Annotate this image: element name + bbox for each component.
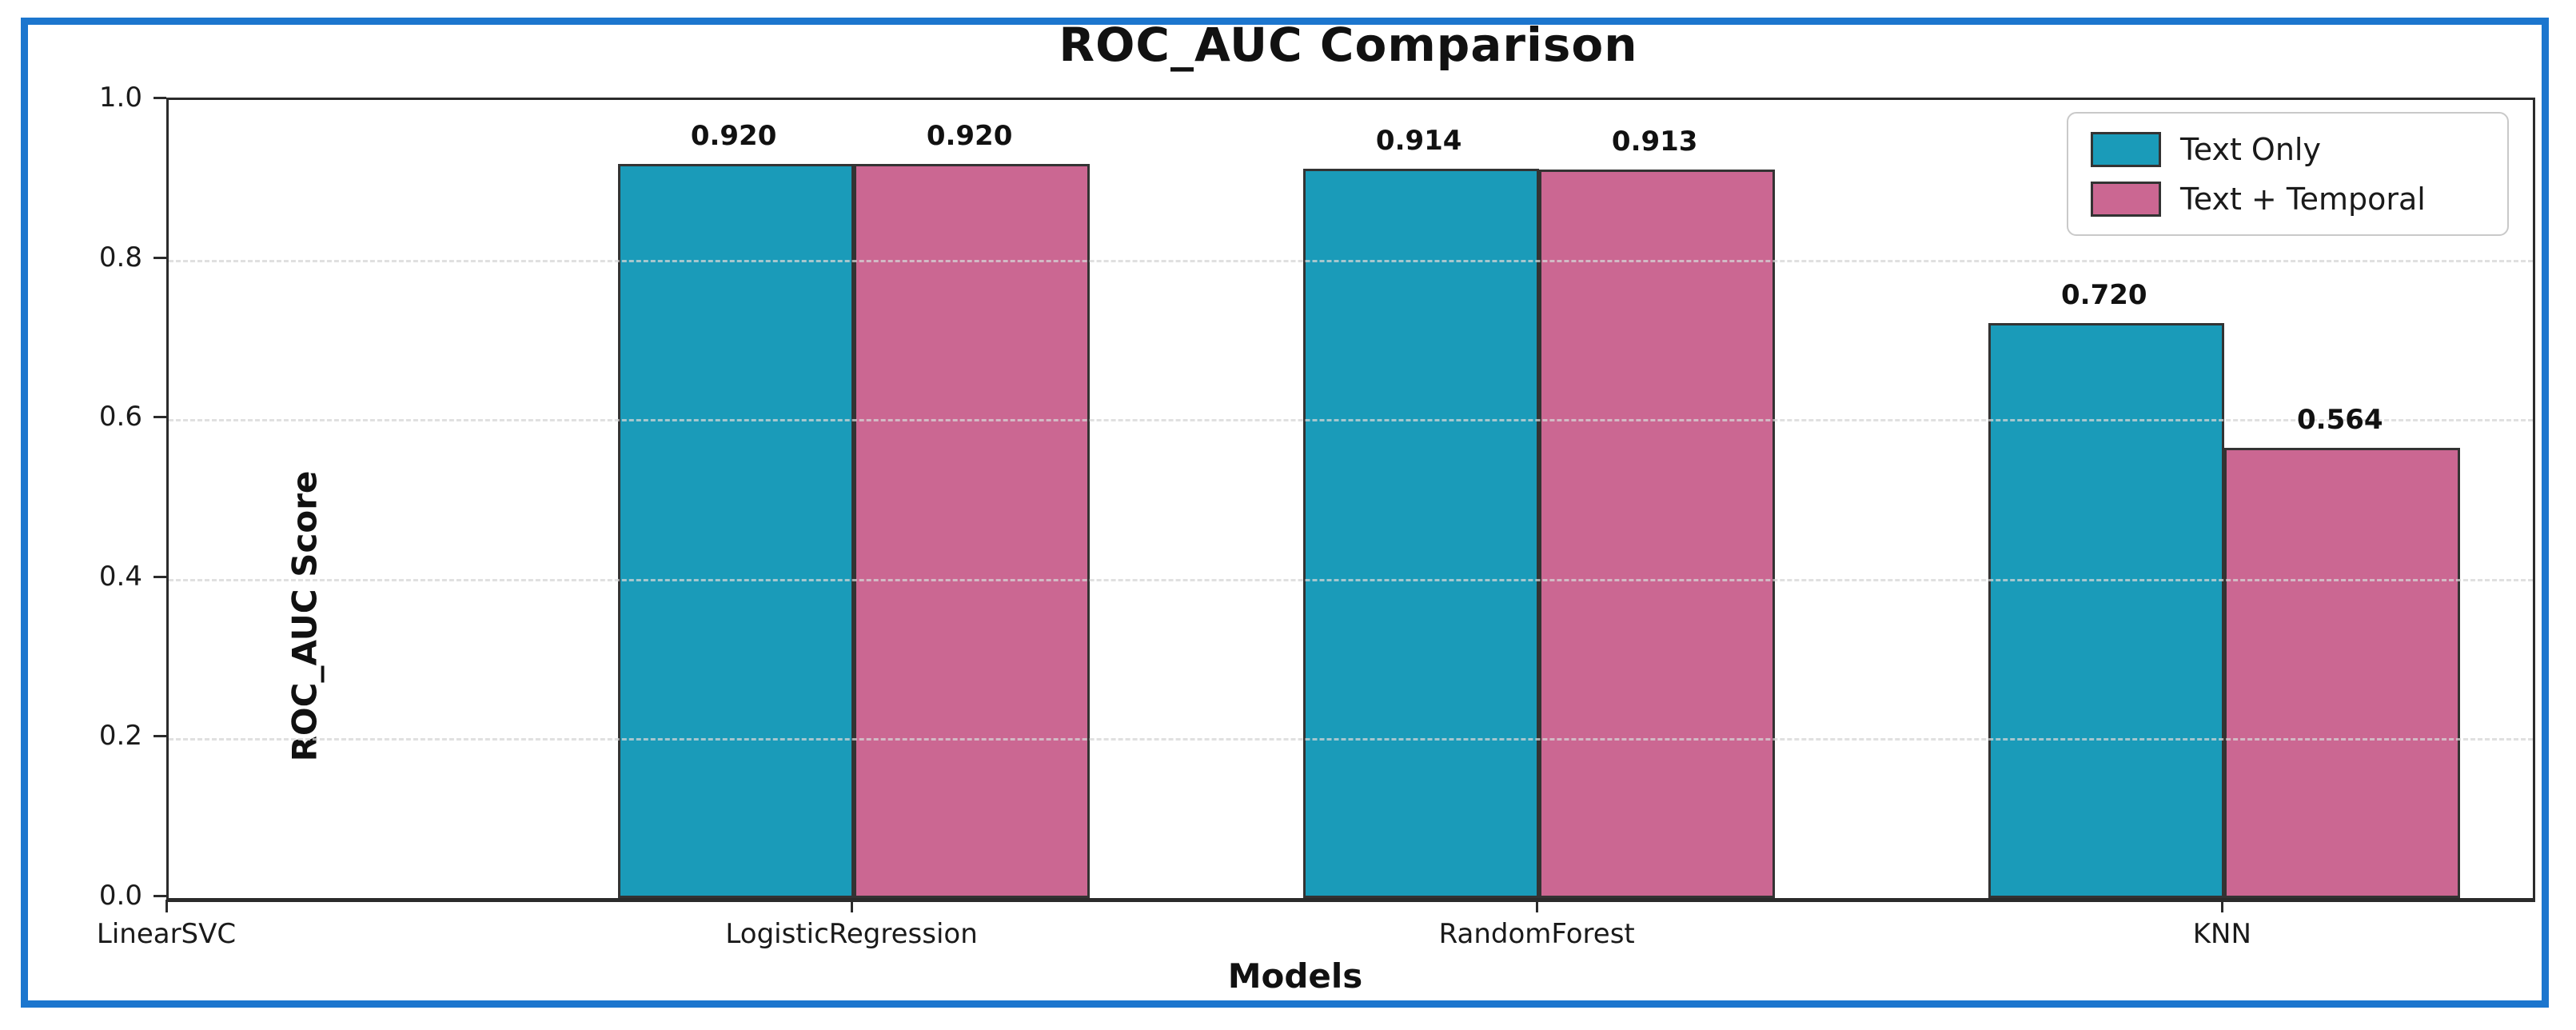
legend-item-text-temporal: Text + Temporal xyxy=(2068,181,2507,217)
bar-RandomForest-text-only xyxy=(1303,168,1540,898)
y-tick-label-0.4: 0.4 xyxy=(98,560,142,593)
bar-KNN-text-temporal xyxy=(2224,448,2461,898)
chart-title: ROC_AUC Comparison xyxy=(1059,18,1638,72)
bar-RandomForest-text-temporal xyxy=(1539,169,1776,898)
y-axis-label: ROC_AUC Score xyxy=(285,470,325,762)
legend-label-text-temporal: Text + Temporal xyxy=(2180,181,2426,217)
x-tick-mark xyxy=(165,900,168,912)
y-tick-label-1.0: 1.0 xyxy=(98,82,142,114)
y-tick-mark xyxy=(154,895,166,897)
legend-swatch-text-temporal xyxy=(2091,181,2161,217)
gridline-0.2 xyxy=(169,738,2533,741)
y-tick-mark xyxy=(154,97,166,99)
bar-value-label: 0.913 xyxy=(1611,125,1698,158)
x-tick-mark xyxy=(2221,900,2224,912)
legend-item-text-only: Text Only xyxy=(2068,131,2507,167)
y-tick-mark xyxy=(154,575,166,578)
legend-label-text-only: Text Only xyxy=(2180,131,2321,167)
bar-LogisticRegression-text-only xyxy=(618,163,855,898)
legend-swatch-text-only xyxy=(2091,131,2161,167)
bar-KNN-text-only xyxy=(1988,323,2225,898)
bar-LogisticRegression-text-temporal xyxy=(854,163,1091,898)
y-tick-label-0.8: 0.8 xyxy=(98,241,142,273)
y-tick-mark xyxy=(154,416,166,419)
x-tick-mark xyxy=(851,900,854,912)
x-tick-mark xyxy=(1536,900,1539,912)
x-tick-label-LogisticRegression: LogisticRegression xyxy=(725,918,978,950)
y-tick-mark xyxy=(154,735,166,738)
y-tick-label-0.6: 0.6 xyxy=(98,401,142,433)
x-axis-label: Models xyxy=(1227,956,1363,996)
bar-value-label: 0.920 xyxy=(926,119,1013,152)
y-tick-label-0.0: 0.0 xyxy=(98,880,142,912)
bar-value-label: 0.564 xyxy=(2297,404,2383,437)
legend: Text Only Text + Temporal xyxy=(2067,112,2509,236)
plot-area: ROC_AUC Score xyxy=(166,98,2535,902)
x-tick-label-RandomForest: RandomForest xyxy=(1438,918,1635,950)
bar-value-label: 0.720 xyxy=(2061,279,2147,312)
x-tick-label-KNN: KNN xyxy=(2192,918,2251,950)
x-tick-label-LinearSVC: LinearSVC xyxy=(96,918,237,950)
bar-value-label: 0.914 xyxy=(1375,124,1462,157)
bar-value-label: 0.920 xyxy=(690,119,777,152)
gridline-0.4 xyxy=(169,578,2533,581)
gridline-0.8 xyxy=(169,259,2533,262)
y-tick-label-0.2: 0.2 xyxy=(98,720,142,753)
gridline-0.6 xyxy=(169,419,2533,422)
y-tick-mark xyxy=(154,256,166,259)
